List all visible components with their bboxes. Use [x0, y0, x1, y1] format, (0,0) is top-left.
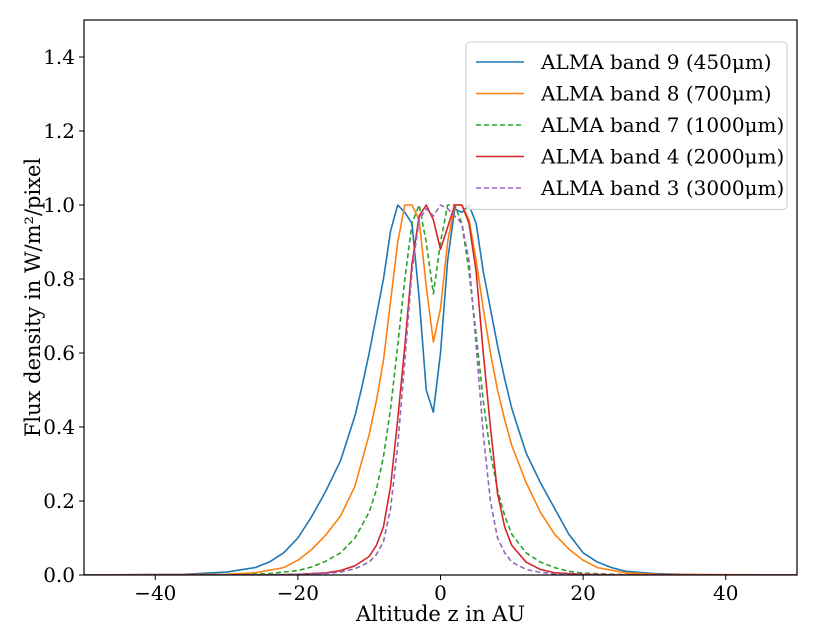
- legend-label-2: ALMA band 8 (700μm): [540, 82, 772, 106]
- series-line-2: [84, 204, 797, 575]
- legend: ALMA band 9 (450μm) ALMA band 8 (700μm) AL…: [465, 41, 788, 210]
- x-axis-ticks: −40 −20 0 20 40: [134, 575, 738, 605]
- x-tick-label: 40: [713, 581, 738, 605]
- series-line-4: [84, 204, 797, 575]
- y-tick-label: 0.0: [43, 563, 75, 587]
- x-tick-label: −40: [134, 581, 176, 605]
- legend-label-3: ALMA band 7 (1000μm): [540, 113, 784, 137]
- y-tick-label: 1.2: [43, 119, 75, 143]
- y-tick-label: 0.2: [43, 489, 75, 513]
- y-tick-label: 1.0: [43, 193, 75, 217]
- legend-label-1: ALMA band 9 (450μm): [540, 50, 772, 74]
- x-tick-label: 0: [434, 581, 447, 605]
- y-axis-ticks: 0.0 0.2 0.4 0.6 0.8 1.0 1.2 1.4: [43, 45, 84, 587]
- series-line-1: [84, 204, 797, 575]
- plot-content: [84, 204, 797, 575]
- y-tick-label: 1.4: [43, 45, 75, 69]
- x-tick-label: 20: [570, 581, 595, 605]
- series-line-3: [84, 204, 797, 575]
- series-line-5: [84, 204, 797, 575]
- legend-label-4: ALMA band 4 (2000μm): [540, 145, 784, 169]
- x-axis-label: Altitude z in AU: [355, 602, 525, 626]
- legend-label-5: ALMA band 3 (3000μm): [540, 176, 784, 200]
- y-tick-label: 0.8: [43, 267, 75, 291]
- legend-box: [465, 41, 788, 210]
- y-tick-label: 0.6: [43, 341, 75, 365]
- y-tick-label: 0.4: [43, 415, 75, 439]
- x-tick-label: −20: [277, 581, 319, 605]
- y-axis-label: Flux density in W/m²/pixel: [21, 158, 45, 438]
